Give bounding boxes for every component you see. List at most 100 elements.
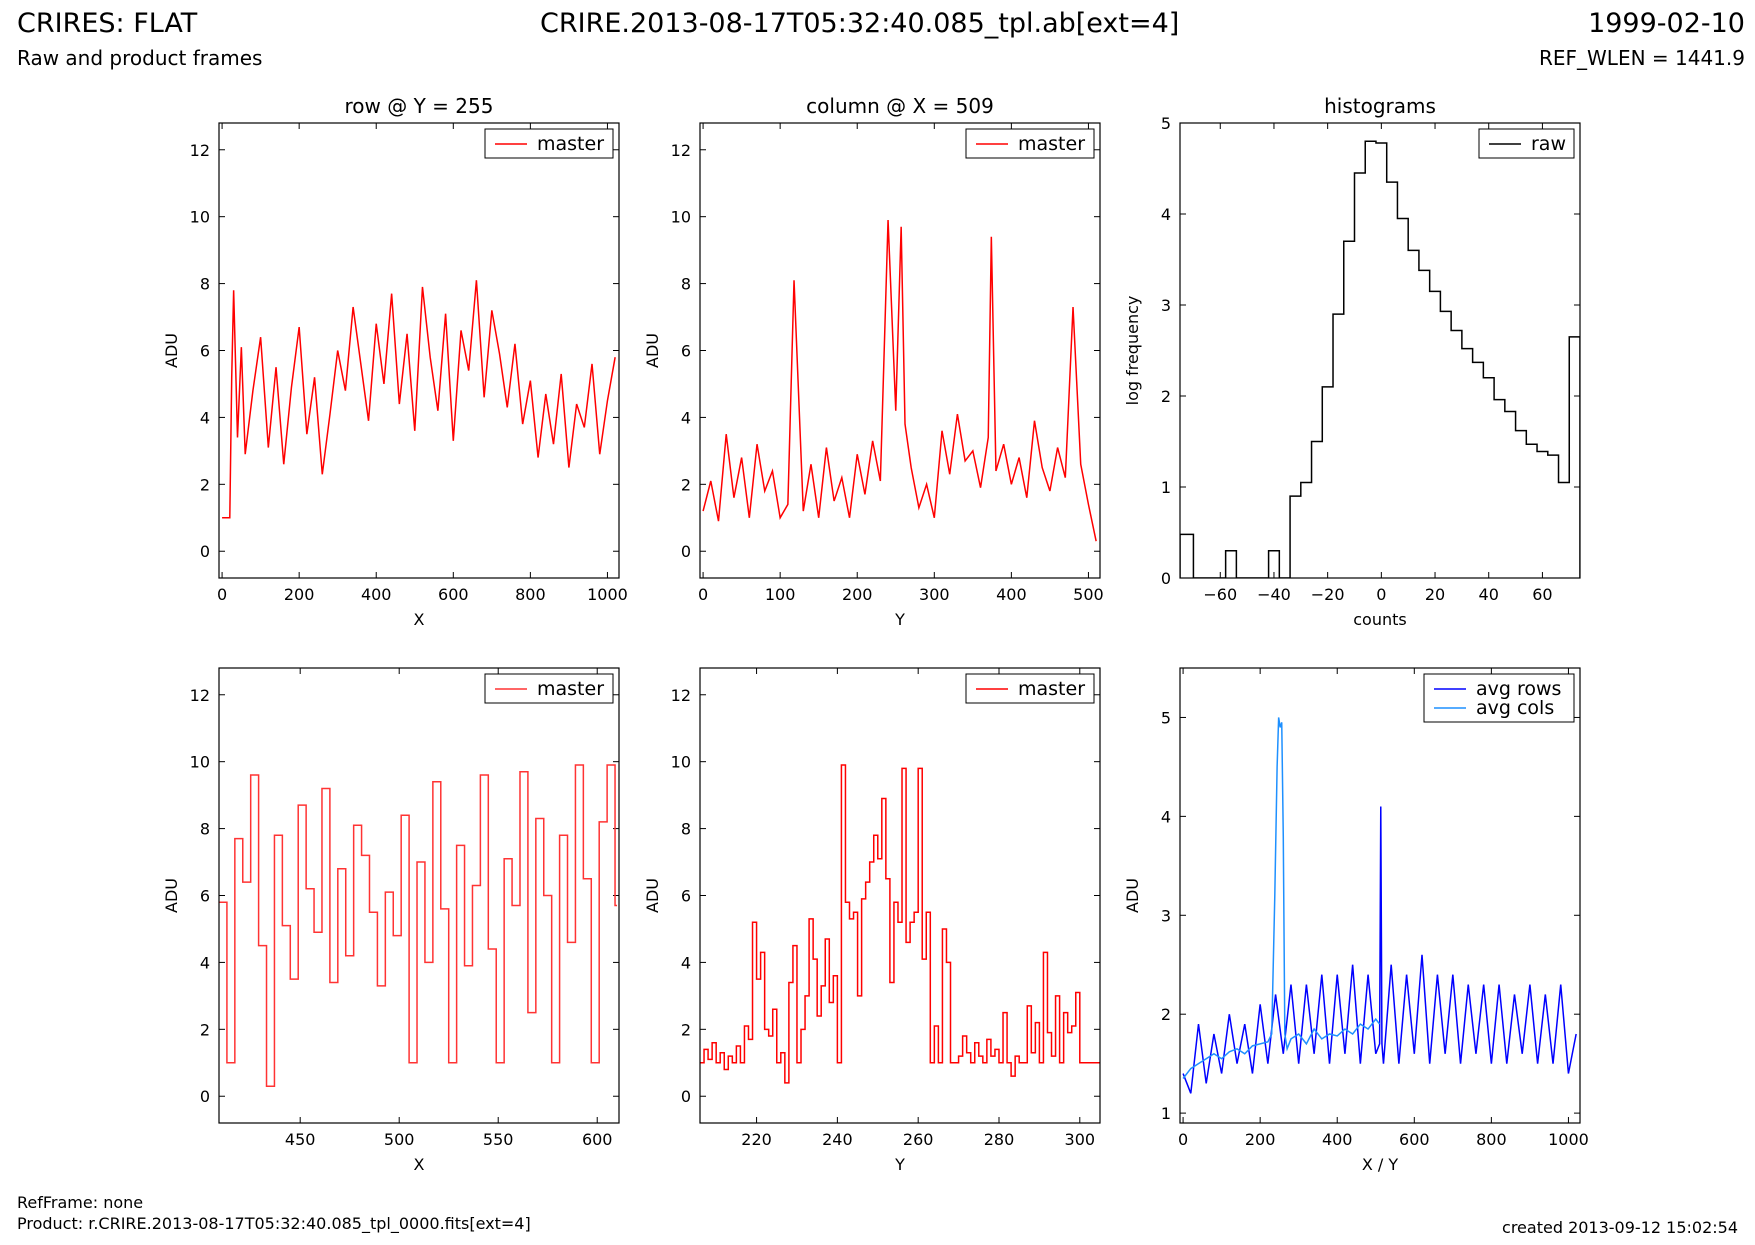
y-tick-label: 12 [190,686,210,705]
plot-title: CRIRES: FLAT [17,8,198,39]
y-tick-label: 8 [681,820,691,839]
y-axis-label: log frequency [1123,296,1142,406]
legend-label: master [1018,678,1085,700]
y-tick-label: 6 [681,342,691,361]
x-tick-label: 220 [741,1130,772,1149]
product-label: Product: r.CRIRE.2013-08-17T05:32:40.085… [17,1214,531,1233]
y-tick-label: 12 [190,141,210,160]
x-tick-label: 200 [284,585,315,604]
series-line-avg-rows [1182,806,1577,1094]
x-tick-label: 60 [1532,585,1552,604]
plot-area [702,219,1097,542]
y-tick-label: 4 [200,408,210,427]
y-tick-label: 6 [681,887,691,906]
x-tick-label: 0 [217,585,227,604]
legend: raw [1478,128,1575,159]
legend: master [484,128,614,159]
y-tick-label: 2 [1161,1005,1171,1024]
y-tick-label: 8 [681,275,691,294]
y-tick-label: 0 [681,542,691,561]
legend: master [965,128,1095,159]
x-tick-label: 240 [822,1130,853,1149]
y-tick-label: 2 [681,1020,691,1039]
x-tick-label: −60 [1203,585,1237,604]
y-tick-label: 1 [1161,478,1171,497]
y-tick-label: 10 [671,208,691,227]
axes-frame [699,122,1101,579]
legend-label: avg cols [1476,697,1554,719]
y-tick-label: 4 [1161,205,1171,224]
y-axis-label: ADU [1123,878,1142,913]
y-tick-label: 3 [1161,296,1171,315]
x-tick-label: 200 [842,585,873,604]
plot-area [1180,140,1580,578]
y-tick-label: 10 [671,753,691,772]
plot-area [700,764,1100,1084]
series-line-raw [1180,140,1580,578]
y-tick-label: 10 [190,208,210,227]
x-tick-label: 100 [765,585,796,604]
x-tick-label: 600 [582,1130,613,1149]
series-line-master [222,280,616,519]
y-axis-label: ADU [162,333,181,368]
x-tick-label: 40 [1479,585,1499,604]
y-tick-label: 2 [1161,387,1171,406]
x-tick-label: 0 [1178,1130,1188,1149]
x-tick-label: 400 [996,585,1027,604]
x-tick-label: 500 [1073,585,1104,604]
y-tick-label: 4 [1161,807,1171,826]
y-tick-label: 0 [1161,569,1171,588]
y-tick-label: 8 [200,820,210,839]
plot-area [219,764,618,1087]
panel-title: histograms [1324,94,1436,118]
ref-wlen-label: REF_WLEN = 1441.9 [1538,46,1745,70]
panel-row-zoom: 450 500 550 600 0 2 4 6 8 10 12 X ADU master [162,667,620,1174]
x-tick-label: 500 [384,1130,415,1149]
y-tick-label: 8 [200,275,210,294]
x-tick-label: 800 [515,585,546,604]
x-axis-label: Y [894,1155,905,1174]
x-tick-label: 400 [361,585,392,604]
legend-label: master [537,133,604,155]
x-tick-label: 1000 [1548,1130,1589,1149]
legend-label: master [1018,133,1085,155]
legend-box [1478,128,1575,159]
y-axis-label: ADU [643,333,662,368]
series-line-avg-cols [1182,717,1381,1079]
x-tick-label: 260 [903,1130,934,1149]
x-tick-label: 200 [1245,1130,1276,1149]
panel-title: column @ X = 509 [806,94,994,118]
panel-row: row @ Y = 255 0 200 400 600 800 1000 0 2 4 6 8 10 12 X… [162,94,628,629]
legend-box [1423,673,1575,723]
file-name: CRIRE.2013-08-17T05:32:40.085_tpl.ab[ext… [540,8,1180,39]
panel-title: row @ Y = 255 [345,94,494,118]
x-axis-label: Y [894,610,905,629]
panel-histograms: histograms −60 −40 −20 0 20 40 60 0 1 2 3 4 5 counts lo… [1123,94,1581,629]
x-tick-label: 0 [1376,585,1386,604]
axes-frame [699,667,1101,1124]
plot-subtitle: Raw and product frames [17,46,263,70]
y-tick-label: 12 [671,686,691,705]
x-tick-label: 400 [1322,1130,1353,1149]
y-tick-label: 4 [200,953,210,972]
x-tick-label: 300 [919,585,950,604]
panel-column: column @ X = 509 0 100 200 300 400 500 0 2 4 6 8 10 1… [643,94,1104,629]
x-tick-label: 600 [1399,1130,1430,1149]
x-tick-label: −20 [1311,585,1345,604]
legend: master [965,673,1095,704]
y-tick-label: 2 [200,475,210,494]
axes-frame [218,667,620,1124]
plot-area [222,280,616,519]
panel-column-zoom: 220 240 260 280 300 0 2 4 6 8 10 12 Y ADU master [643,667,1101,1174]
created-timestamp: created 2013-09-12 15:02:54 [1502,1218,1738,1237]
x-tick-label: 1000 [587,585,628,604]
y-tick-label: 3 [1161,906,1171,925]
axes-frame [218,122,620,579]
ref-frame-label: RefFrame: none [17,1193,144,1212]
legend-label: avg rows [1476,678,1561,700]
x-axis-label: counts [1353,610,1406,629]
series-line-master [702,219,1097,542]
legend-label: raw [1531,133,1566,155]
